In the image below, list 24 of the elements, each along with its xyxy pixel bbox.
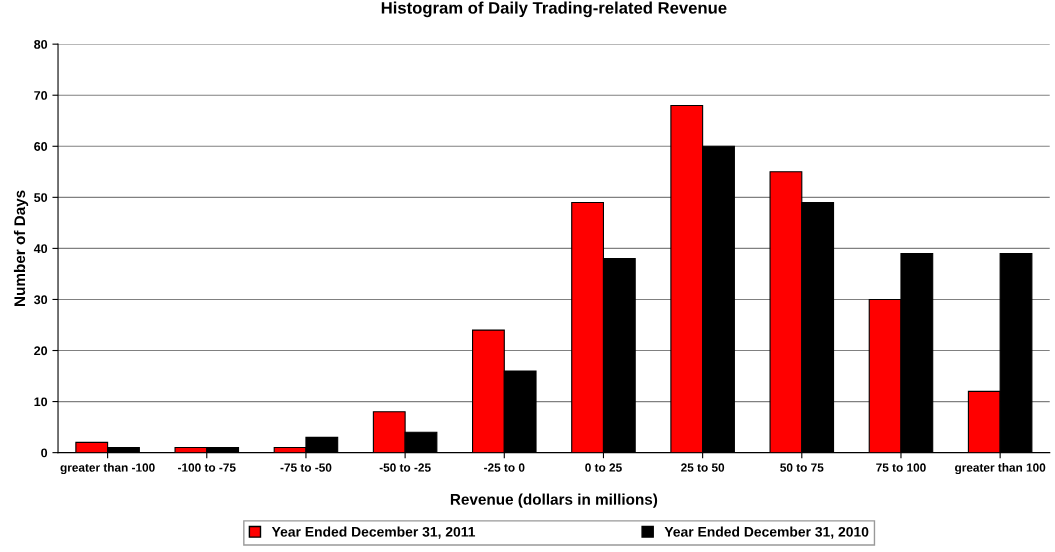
y-tick-label: 70 [34, 91, 48, 100]
x-tick-label: -25 to 0 [484, 463, 525, 472]
y-tick-label: 0 [41, 448, 48, 458]
x-tick-label: 50 to 75 [780, 463, 824, 472]
legend-label: Year Ended December 31, 2010 [664, 526, 869, 539]
x-tick-label: greater than -100 [60, 463, 155, 475]
y-tick-label: 40 [33, 244, 48, 254]
y-tick-label: 30 [33, 295, 48, 305]
y-axis-title: Number of Days [13, 190, 29, 306]
chart-title: Histogram of Daily Trading-related Revenue [381, 1, 727, 18]
x-axis-title: Revenue (dollars in millions) [450, 493, 658, 508]
x-tick-label: 25 to 50 [681, 463, 725, 472]
legend-label: Year Ended December 31, 2011 [271, 526, 476, 539]
x-tick-label: 0 to 25 [585, 463, 622, 472]
y-tick-label: 80 [34, 39, 48, 49]
y-tick-label: 10 [34, 397, 48, 407]
x-tick-label: -50 to -25 [379, 463, 431, 472]
x-tick-label: -75 to -50 [280, 463, 332, 472]
x-tick-label: 75 to 100 [876, 463, 926, 472]
x-tick-label: -100 to -75 [178, 463, 236, 472]
x-tick-label: greater than 100 [955, 463, 1046, 475]
y-tick-label: 20 [34, 346, 48, 356]
y-tick-label: 60 [34, 142, 48, 151]
y-tick-label: 50 [34, 193, 48, 202]
